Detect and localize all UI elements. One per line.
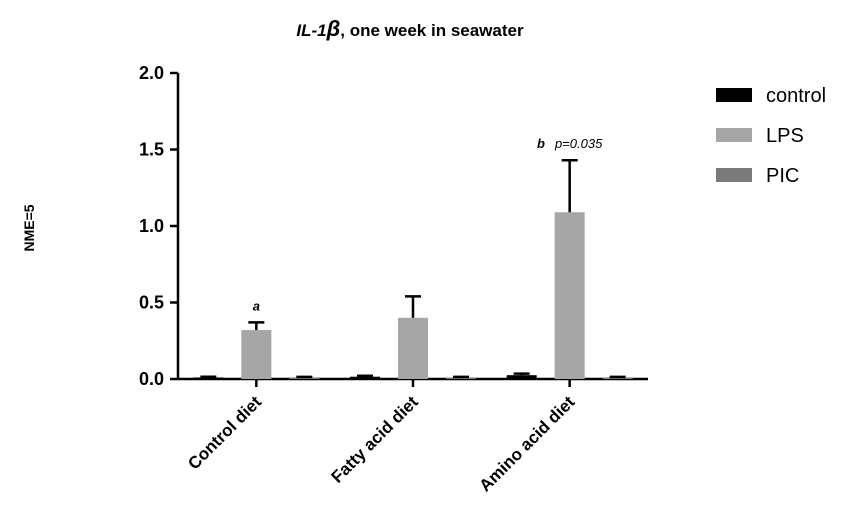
bar-lps-1 [241, 330, 272, 379]
legend-swatch-pic [716, 168, 752, 182]
x-tick-label: Amino acid diet [476, 392, 579, 495]
p-value: p=0.035 [554, 136, 603, 151]
legend-swatch-lps [716, 128, 752, 142]
bar-lps-2 [398, 317, 428, 379]
significance-annotation: a [253, 298, 260, 313]
y-axis-label: NME=5 [21, 204, 37, 251]
bar-lps-3 [554, 212, 585, 379]
x-tick-label: Control diet [184, 392, 265, 473]
legend: control LPS PIC [716, 85, 826, 187]
y-tick-label: 1.0 [139, 216, 164, 236]
bar-control-2 [350, 376, 380, 379]
chart-title-suffix: , one week in seawater [340, 21, 524, 40]
significance-letter: b [537, 136, 545, 151]
bar-control-3 [506, 375, 537, 379]
bar-pic-2 [446, 377, 476, 379]
significance-letter: a [253, 298, 260, 313]
y-tick-label: 0.0 [139, 369, 164, 389]
chart-title-gene: IL-1 [296, 21, 326, 40]
bars [193, 158, 633, 379]
legend-swatch-control [716, 88, 752, 102]
legend-label-pic: PIC [766, 165, 799, 187]
bar-control-1 [193, 377, 224, 379]
y-tick-label: 0.5 [139, 293, 164, 313]
bar-pic-1 [289, 377, 320, 379]
bar-pic-3 [602, 377, 633, 379]
legend-label-control: control [766, 85, 826, 107]
significance-annotation: b p=0.035 [537, 136, 603, 151]
legend-label-lps: LPS [766, 125, 804, 147]
y-tick-label: 2.0 [139, 63, 164, 83]
chart-title: IL-1β, one week in seawater [296, 16, 524, 41]
chart-title-beta-glyph: β [326, 16, 341, 41]
x-tick-label: Fatty acid diet [328, 392, 422, 486]
y-tick-label: 1.5 [139, 140, 164, 160]
annotations: a b p=0.035 [253, 136, 603, 313]
